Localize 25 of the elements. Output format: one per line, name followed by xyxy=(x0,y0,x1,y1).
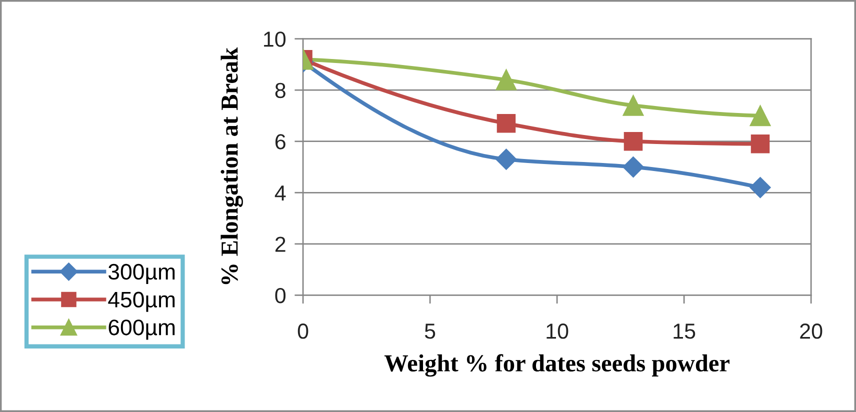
point xyxy=(622,95,644,116)
legend-label: 300µm xyxy=(108,264,175,284)
point xyxy=(624,132,643,151)
x-tick-label: 15 xyxy=(674,324,696,339)
y-tick-label: 4 xyxy=(274,186,286,200)
x-axis-title: Weight % for dates seeds powder xyxy=(384,354,730,377)
y-tick-label: 0 xyxy=(275,288,286,304)
legend-label: 450µm xyxy=(108,292,175,312)
y-tick-label: 8 xyxy=(275,82,286,98)
legend-label: 600µm xyxy=(108,320,175,340)
point xyxy=(750,177,771,198)
y-tick-label: 2 xyxy=(275,236,286,252)
x-tick-label: 10 xyxy=(546,324,568,339)
y-tick-label: 10 xyxy=(264,32,286,47)
point xyxy=(496,69,517,90)
x-tick-label: 20 xyxy=(800,324,822,339)
point xyxy=(622,156,644,178)
point xyxy=(750,105,771,126)
y-tick-label: 6 xyxy=(275,134,286,150)
y-axis-title: % Elongation at Break xyxy=(220,47,243,284)
point xyxy=(496,114,516,133)
point xyxy=(496,148,517,170)
point xyxy=(750,134,770,154)
x-tick-label: 0 xyxy=(298,324,308,339)
x-tick-label: 5 xyxy=(424,324,436,339)
